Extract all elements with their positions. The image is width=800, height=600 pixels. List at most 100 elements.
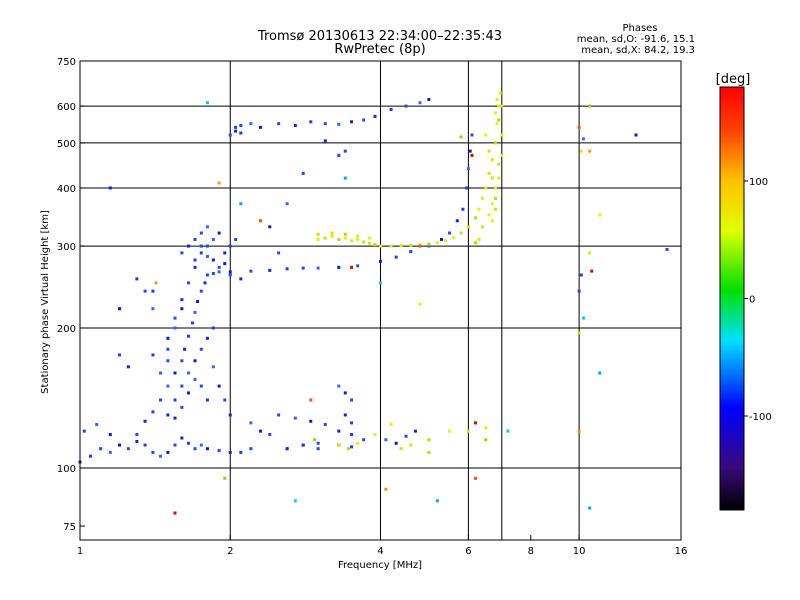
x-tick-label: 8 [528, 546, 534, 557]
data-point [495, 122, 499, 126]
data-point [268, 225, 272, 229]
data-point [166, 450, 170, 454]
data-point [173, 511, 177, 515]
data-point [151, 450, 155, 454]
data-point [205, 273, 209, 277]
data-point [228, 270, 232, 274]
data-point [180, 436, 184, 440]
data-point [444, 239, 448, 243]
data-point [389, 244, 393, 248]
data-point [187, 244, 191, 248]
data-point [413, 429, 417, 433]
x-tick-label: 16 [675, 546, 688, 557]
data-point [205, 225, 209, 229]
data-point [166, 336, 170, 340]
x-tick-label: 4 [377, 546, 383, 557]
data-point [277, 413, 281, 417]
data-point [309, 419, 313, 423]
data-point [249, 421, 253, 425]
data-point [285, 267, 289, 271]
data-point [337, 237, 341, 241]
data-point [259, 219, 263, 223]
data-point [459, 231, 463, 235]
data-point [217, 270, 221, 274]
data-point [82, 429, 86, 433]
data-point [190, 321, 194, 325]
data-point [234, 237, 238, 241]
data-point [418, 101, 422, 105]
data-point [480, 225, 484, 229]
data-point [440, 237, 444, 241]
data-point [187, 334, 191, 338]
data-point [343, 413, 347, 417]
data-point [151, 307, 155, 311]
data-point [228, 450, 232, 454]
data-point [166, 347, 170, 351]
data-point [343, 236, 347, 240]
data-point [217, 384, 221, 388]
data-point [268, 268, 272, 272]
data-point [217, 231, 221, 235]
data-point [473, 241, 477, 245]
data-point [451, 236, 455, 240]
data-point [634, 133, 638, 137]
x-tick-label: 6 [465, 546, 471, 557]
data-point [151, 353, 155, 357]
data-point [461, 207, 465, 211]
data-point [249, 269, 253, 273]
data-point [497, 162, 501, 166]
data-point [337, 122, 341, 126]
data-point [350, 421, 354, 425]
data-point [205, 254, 209, 258]
data-point [151, 289, 155, 293]
data-point [211, 258, 215, 262]
stats-heading: Phases [622, 23, 657, 34]
data-point [323, 423, 327, 427]
data-point [459, 135, 463, 139]
y-tick-label: 300 [57, 242, 76, 253]
data-point [384, 438, 388, 442]
data-point [487, 149, 491, 153]
data-point [205, 336, 209, 340]
data-point [173, 443, 177, 447]
data-point [223, 476, 227, 480]
data-point [389, 423, 393, 427]
data-point [588, 104, 592, 108]
chart-subtitle: RwPretec (8p) [334, 42, 425, 57]
data-point [312, 438, 316, 442]
colorbar-tick-label: -100 [749, 412, 772, 423]
data-point [343, 176, 347, 180]
y-tick-label: 400 [57, 184, 76, 195]
y-tick-label: 600 [57, 102, 76, 113]
data-point [199, 443, 203, 447]
data-point [477, 207, 481, 211]
data-point [234, 129, 238, 133]
data-point [211, 326, 215, 330]
data-point [277, 251, 281, 255]
data-point [494, 196, 498, 200]
data-point [379, 259, 382, 263]
data-point [494, 186, 498, 190]
data-point [118, 353, 122, 357]
data-point [249, 447, 253, 451]
data-point [484, 186, 488, 190]
data-point [497, 118, 501, 122]
data-point [466, 167, 470, 171]
data-point [193, 310, 197, 314]
data-point [228, 133, 232, 137]
data-point [448, 429, 452, 433]
data-point [108, 433, 112, 437]
data-point [343, 149, 347, 153]
data-point [293, 499, 297, 503]
data-point [99, 447, 103, 451]
data-point [293, 416, 297, 420]
data-point [350, 433, 354, 437]
colorbar-tick-label: 0 [749, 295, 755, 306]
data-point [588, 506, 592, 510]
data-point [350, 120, 354, 124]
data-point [89, 454, 93, 458]
data-point [480, 196, 484, 200]
data-point [484, 426, 488, 430]
data-point [427, 450, 431, 454]
